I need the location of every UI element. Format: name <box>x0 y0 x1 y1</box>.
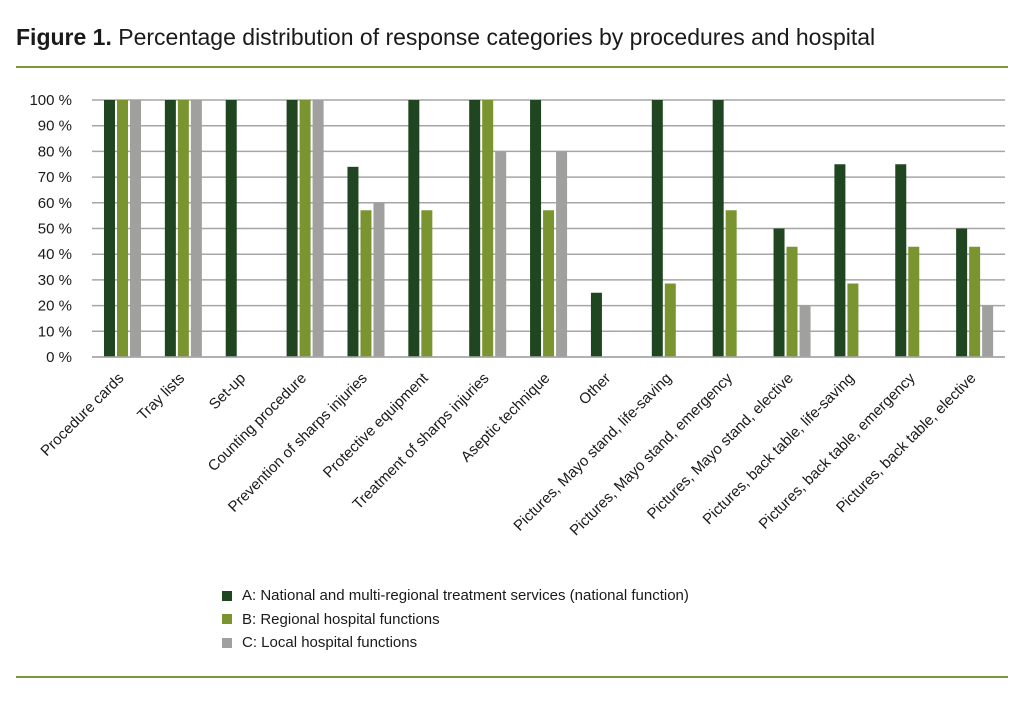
bar <box>543 210 555 357</box>
bottom-divider <box>16 676 1008 678</box>
bar <box>556 151 568 357</box>
bar <box>786 246 798 357</box>
y-tick-label: 20 % <box>38 298 72 315</box>
bar <box>190 100 202 357</box>
bar <box>469 100 481 357</box>
bar <box>895 164 907 357</box>
bar <box>982 305 994 357</box>
bar <box>421 210 433 357</box>
bar <box>725 210 737 357</box>
legend-label-b: B: Regional hospital functions <box>242 610 440 628</box>
bar <box>712 100 724 357</box>
legend-item-a: A: National and multi-regional treatment… <box>222 584 689 608</box>
y-tick-label: 30 % <box>38 272 72 289</box>
bar <box>908 246 920 357</box>
figure-number: Figure 1. <box>16 24 112 50</box>
legend-item-b: B: Regional hospital functions <box>222 608 689 632</box>
bar <box>373 202 385 357</box>
title-text: Percentage distribution of response cate… <box>118 24 876 50</box>
bar <box>956 228 968 357</box>
y-tick-label: 50 % <box>38 221 72 238</box>
y-tick-label: 90 % <box>38 118 72 135</box>
bar <box>117 100 128 357</box>
legend-swatch-a <box>222 590 232 601</box>
y-tick-label: 100 % <box>29 92 72 109</box>
bar <box>177 100 189 357</box>
bar <box>347 166 359 357</box>
bar <box>773 228 785 357</box>
legend-swatch-c <box>222 637 232 648</box>
bar <box>360 210 372 357</box>
legend-label-a: A: National and multi-regional treatment… <box>242 587 689 605</box>
y-tick-label: 40 % <box>38 246 72 263</box>
bar <box>664 283 676 357</box>
bar <box>530 100 542 357</box>
bar <box>799 305 811 357</box>
bar <box>408 100 420 357</box>
bar <box>495 151 507 357</box>
y-tick-label: 80 % <box>38 143 72 160</box>
bar <box>590 292 602 357</box>
bar <box>651 100 663 357</box>
bar <box>104 100 115 357</box>
legend-swatch-b <box>222 614 232 625</box>
bar <box>847 283 859 357</box>
bar <box>834 164 846 357</box>
legend: A: National and multi-regional treatment… <box>222 584 689 655</box>
bar <box>969 246 981 357</box>
bar <box>286 100 298 357</box>
y-tick-label: 70 % <box>38 169 72 186</box>
x-tick-label: Procedure cards <box>37 370 127 460</box>
legend-item-c: C: Local hospital functions <box>222 631 689 655</box>
bar <box>130 100 141 357</box>
bar <box>164 100 176 357</box>
x-tick-label: Other <box>576 370 615 409</box>
bar <box>482 100 494 357</box>
x-tick-label: Set-up <box>206 370 249 413</box>
y-tick-label: 10 % <box>38 323 72 340</box>
bar <box>225 100 237 357</box>
chart-title: Figure 1. Percentage distribution of res… <box>16 24 875 51</box>
y-tick-label: 0 % <box>46 349 72 366</box>
top-divider <box>16 66 1008 68</box>
x-tick-label: Protective equipment <box>320 369 432 481</box>
legend-label-c: C: Local hospital functions <box>242 634 418 652</box>
bar <box>312 100 324 357</box>
x-tick-label: Tray lists <box>134 370 188 424</box>
bar <box>299 100 311 357</box>
y-tick-label: 60 % <box>38 195 72 212</box>
